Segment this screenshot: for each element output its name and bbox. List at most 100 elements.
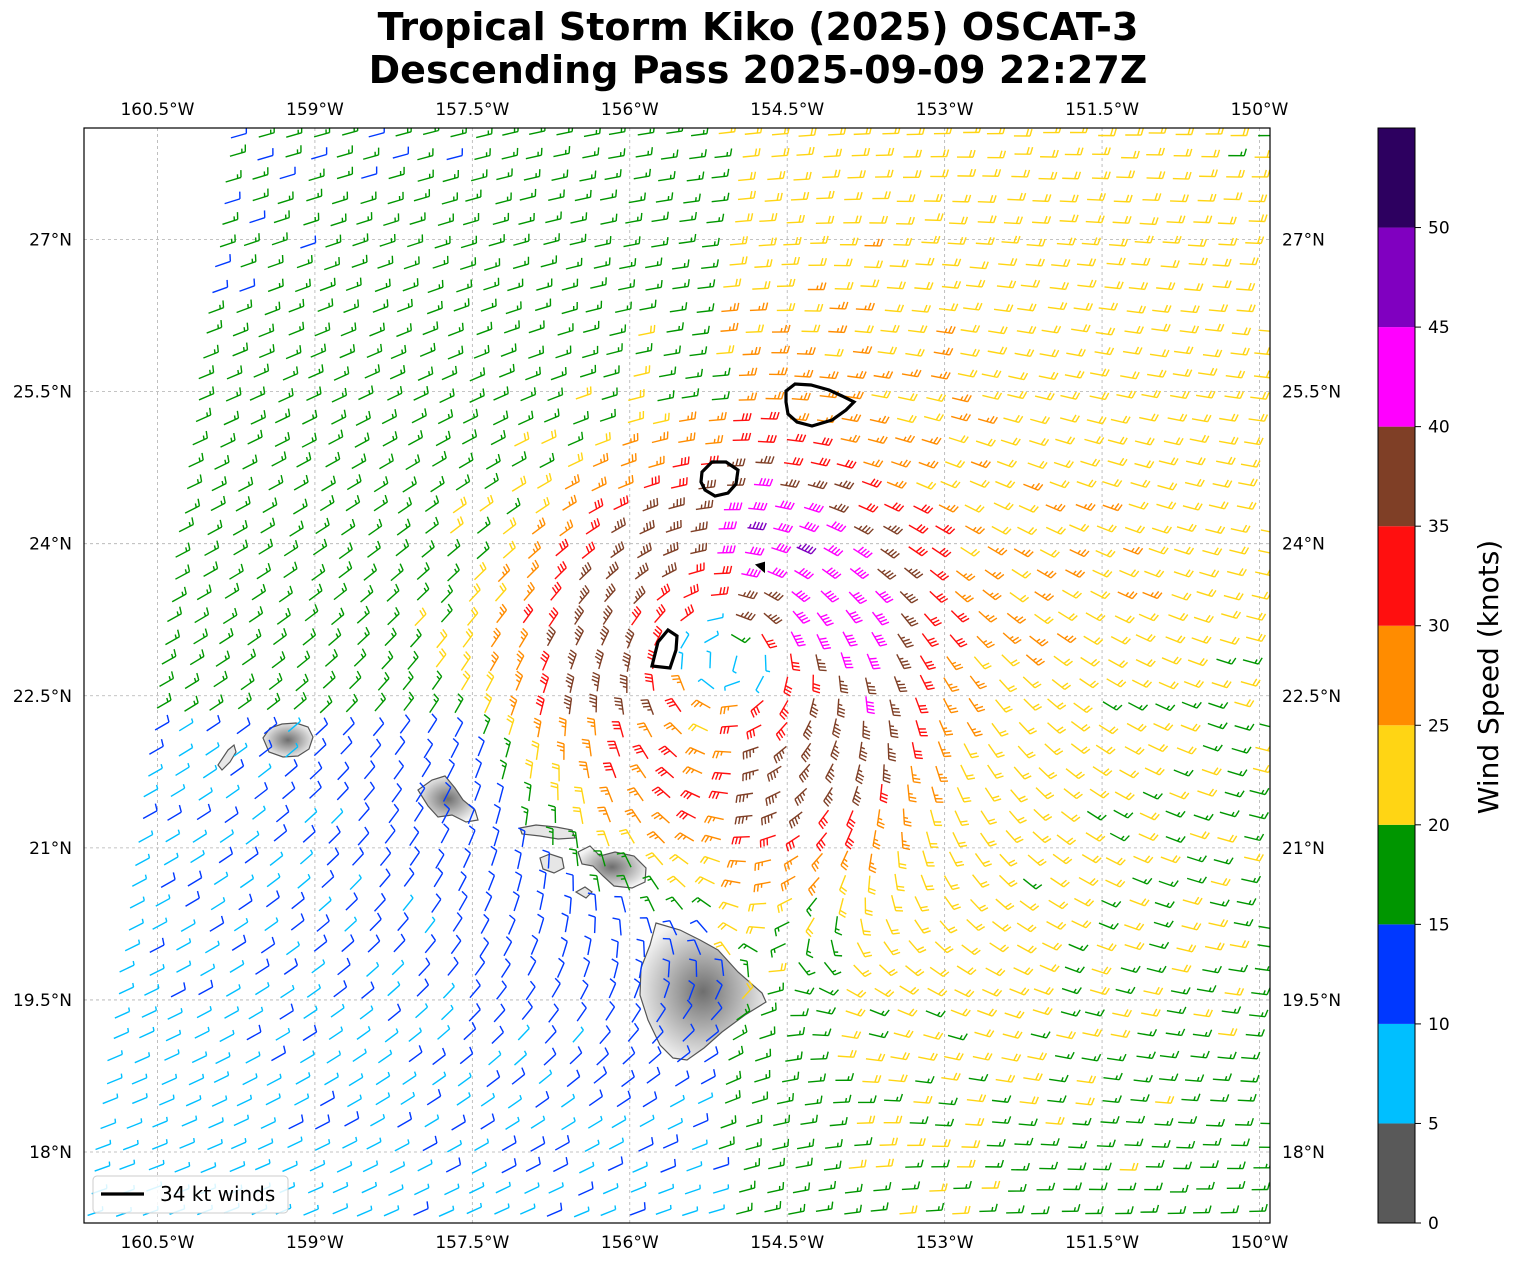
colorbar-bin bbox=[1378, 526, 1415, 626]
wind-barb bbox=[331, 409, 347, 425]
wind-barb bbox=[721, 302, 740, 313]
lon-tick-label-top: 154.5°W bbox=[750, 100, 824, 120]
wind-barb bbox=[801, 324, 821, 333]
wind-barb bbox=[1134, 235, 1154, 244]
wind-barb bbox=[374, 278, 391, 293]
colorbar-bins bbox=[1378, 128, 1415, 1223]
wind-barb bbox=[258, 323, 275, 338]
wind-barb bbox=[764, 192, 783, 202]
wind-barb bbox=[796, 146, 815, 156]
wind-barb bbox=[889, 259, 909, 268]
wind-barb bbox=[242, 454, 258, 470]
wind-barb bbox=[637, 128, 655, 136]
wind-barb bbox=[781, 256, 801, 266]
wind-barb bbox=[1094, 347, 1115, 356]
wind-barb bbox=[627, 410, 645, 424]
wind-barb bbox=[749, 302, 769, 312]
colorbar-bin bbox=[1378, 824, 1415, 925]
wind-barb bbox=[657, 390, 675, 402]
wind-barb bbox=[253, 363, 270, 378]
wind-barb bbox=[551, 169, 569, 181]
wind-barb bbox=[539, 452, 555, 469]
wind-barb bbox=[427, 279, 444, 294]
wind-barb bbox=[422, 321, 439, 336]
wind-barb bbox=[930, 169, 949, 178]
wind-barb bbox=[1163, 437, 1184, 446]
wind-barb bbox=[1040, 149, 1059, 158]
wind-barb bbox=[1156, 282, 1176, 291]
wind-barb bbox=[469, 388, 485, 403]
wind-barb bbox=[1162, 235, 1182, 244]
wind-barb bbox=[824, 348, 844, 357]
maui-icon bbox=[577, 845, 647, 889]
wind-barb bbox=[771, 128, 790, 136]
wind-barb bbox=[975, 237, 995, 246]
wind-barb bbox=[230, 128, 248, 139]
wind-barb bbox=[604, 169, 622, 181]
wind-barb bbox=[513, 233, 530, 246]
wind-barb bbox=[1231, 327, 1252, 336]
wind-barb bbox=[776, 303, 796, 312]
wind-barb bbox=[543, 408, 560, 423]
wind-barb bbox=[930, 371, 951, 380]
wind-barb bbox=[1086, 416, 1107, 425]
wind-barb bbox=[208, 300, 225, 314]
wind-barb bbox=[1110, 415, 1131, 424]
wind-barb bbox=[1085, 215, 1105, 224]
wind-barb bbox=[243, 233, 260, 247]
wind-barb bbox=[1001, 235, 1021, 244]
wind-barb bbox=[600, 213, 618, 225]
wind-barb bbox=[582, 320, 600, 333]
wind-barb bbox=[279, 166, 296, 180]
colorbar-tick-label: 40 bbox=[1428, 418, 1450, 438]
wind-barb bbox=[993, 304, 1014, 313]
wind-barb bbox=[951, 394, 972, 403]
wind-barb bbox=[1151, 323, 1171, 332]
wind-barb bbox=[623, 236, 641, 248]
wind-barb bbox=[601, 387, 618, 401]
wind-barb bbox=[1128, 281, 1149, 291]
wind-barb bbox=[1121, 150, 1140, 159]
wind-barbs bbox=[87, 128, 1270, 1218]
wind-barb bbox=[1184, 283, 1204, 292]
wind-barb bbox=[405, 454, 421, 471]
wind-barb bbox=[638, 324, 656, 337]
wind-barb bbox=[981, 369, 1002, 379]
wind-barb bbox=[1244, 437, 1264, 446]
wind-barb bbox=[1076, 258, 1097, 267]
wind-barb bbox=[296, 255, 313, 269]
wind-barb bbox=[288, 298, 305, 313]
wind-barb bbox=[738, 171, 757, 182]
figure-title-line1: Tropical Storm Kiko (2025) OSCAT-3 bbox=[378, 5, 1139, 49]
wind-barb bbox=[608, 148, 626, 160]
wind-barb bbox=[896, 194, 916, 203]
wind-barb bbox=[565, 257, 583, 270]
wind-barb bbox=[501, 147, 519, 160]
lat-tick-label-right: 22.5°N bbox=[1282, 687, 1341, 707]
wind-barb bbox=[1008, 372, 1029, 381]
lat-tick-label-left: 25.5°N bbox=[13, 383, 72, 403]
wind-barb bbox=[220, 432, 236, 448]
colorbar-tick-label: 0 bbox=[1428, 1214, 1439, 1234]
wind-barb bbox=[446, 148, 464, 161]
lat-tick-label-left: 22.5°N bbox=[13, 687, 72, 707]
wind-barb bbox=[915, 257, 935, 266]
wind-barb bbox=[387, 385, 403, 401]
wind-barb bbox=[758, 237, 777, 247]
wind-barb bbox=[1000, 437, 1021, 446]
wind-barb bbox=[982, 169, 1002, 177]
colorbar-tick-label: 10 bbox=[1428, 1015, 1450, 1035]
wind-barb bbox=[313, 128, 331, 138]
colorbar-bin bbox=[1378, 725, 1415, 825]
wind-barb bbox=[941, 280, 962, 289]
wind-barb bbox=[1239, 257, 1259, 266]
lanai-icon bbox=[539, 853, 565, 874]
wind-barb bbox=[651, 431, 669, 444]
wind-barb bbox=[672, 279, 690, 290]
wind-barb bbox=[225, 170, 242, 183]
wind-barb bbox=[1116, 390, 1137, 399]
wind-barb bbox=[712, 367, 731, 377]
wind-barb bbox=[1146, 147, 1165, 156]
wind-barb bbox=[1139, 413, 1159, 422]
wind-barb bbox=[834, 281, 854, 290]
